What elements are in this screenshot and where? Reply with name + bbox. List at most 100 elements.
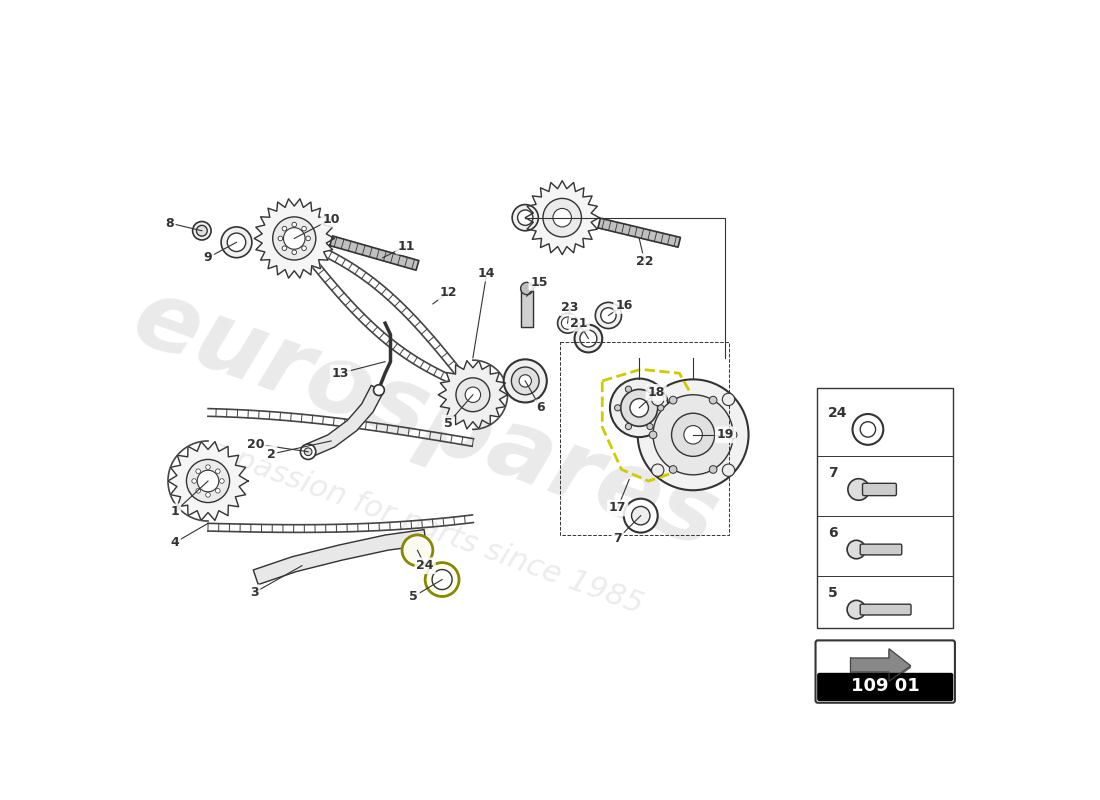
Circle shape [520, 282, 532, 294]
Circle shape [519, 374, 531, 387]
FancyBboxPatch shape [815, 640, 955, 702]
FancyBboxPatch shape [818, 674, 953, 701]
Text: 1: 1 [170, 506, 179, 518]
Polygon shape [598, 218, 681, 247]
Text: 5: 5 [828, 586, 837, 601]
Circle shape [631, 506, 650, 525]
Circle shape [301, 246, 307, 250]
Text: 8: 8 [165, 217, 174, 230]
Polygon shape [330, 236, 419, 270]
Circle shape [620, 390, 658, 426]
Text: 22: 22 [636, 255, 653, 268]
Circle shape [465, 387, 481, 402]
Text: 18: 18 [648, 386, 664, 399]
Circle shape [625, 386, 631, 392]
FancyBboxPatch shape [860, 544, 902, 555]
Circle shape [553, 209, 572, 227]
Circle shape [305, 448, 312, 455]
Circle shape [580, 330, 597, 347]
Circle shape [196, 469, 200, 474]
Polygon shape [254, 199, 334, 278]
Circle shape [278, 236, 283, 241]
Polygon shape [850, 650, 911, 682]
Text: 21: 21 [571, 317, 587, 330]
Text: 10: 10 [322, 213, 340, 226]
Circle shape [723, 394, 735, 406]
Circle shape [638, 379, 749, 490]
Text: 13: 13 [332, 366, 349, 380]
Circle shape [609, 378, 669, 437]
Text: 11: 11 [397, 240, 415, 253]
Circle shape [561, 317, 574, 330]
Text: 15: 15 [530, 276, 548, 289]
Text: eurospares: eurospares [120, 270, 730, 568]
Circle shape [647, 386, 653, 392]
Circle shape [615, 405, 620, 411]
Text: 17: 17 [609, 502, 626, 514]
Text: 2: 2 [267, 447, 275, 461]
Text: 23: 23 [561, 302, 579, 314]
Text: 109 01: 109 01 [851, 677, 920, 695]
Circle shape [710, 466, 717, 474]
Circle shape [306, 236, 310, 241]
Circle shape [860, 422, 876, 437]
Circle shape [671, 414, 715, 456]
Circle shape [402, 535, 432, 566]
Circle shape [651, 394, 664, 406]
Polygon shape [168, 442, 249, 521]
Circle shape [651, 464, 664, 476]
Circle shape [300, 444, 316, 459]
Circle shape [710, 396, 717, 404]
Circle shape [284, 228, 305, 250]
Circle shape [517, 210, 534, 226]
Polygon shape [253, 530, 426, 585]
Circle shape [684, 426, 703, 444]
Text: 4: 4 [170, 536, 179, 549]
Circle shape [852, 414, 883, 445]
Circle shape [192, 222, 211, 240]
Circle shape [206, 493, 210, 497]
Text: 12: 12 [440, 286, 456, 299]
Text: 6: 6 [828, 526, 837, 541]
Circle shape [216, 489, 220, 493]
Circle shape [432, 570, 452, 590]
Text: 6: 6 [537, 402, 544, 414]
Text: 3: 3 [250, 586, 258, 599]
Circle shape [669, 396, 676, 404]
Text: a passion for parts since 1985: a passion for parts since 1985 [204, 434, 647, 620]
Circle shape [847, 540, 866, 558]
Text: 24: 24 [417, 559, 433, 572]
FancyBboxPatch shape [860, 604, 911, 615]
Circle shape [206, 465, 210, 470]
Circle shape [292, 222, 297, 227]
Circle shape [197, 226, 207, 236]
Circle shape [425, 562, 459, 597]
Circle shape [216, 469, 220, 474]
Circle shape [504, 359, 547, 402]
Circle shape [301, 226, 307, 231]
Circle shape [647, 423, 653, 430]
Circle shape [513, 205, 538, 230]
Circle shape [848, 478, 869, 500]
Polygon shape [307, 386, 384, 457]
Text: 20: 20 [248, 438, 264, 450]
Circle shape [292, 250, 297, 254]
FancyBboxPatch shape [817, 388, 954, 628]
Circle shape [723, 464, 735, 476]
Circle shape [191, 478, 197, 483]
Circle shape [649, 431, 657, 438]
Circle shape [669, 466, 676, 474]
Circle shape [273, 217, 316, 260]
Polygon shape [850, 649, 911, 682]
Text: 7: 7 [828, 466, 837, 480]
Circle shape [282, 246, 287, 250]
Circle shape [196, 489, 200, 493]
FancyBboxPatch shape [862, 483, 896, 496]
Circle shape [455, 378, 490, 412]
Text: 9: 9 [204, 251, 212, 264]
Circle shape [220, 478, 224, 483]
Text: 5: 5 [409, 590, 418, 603]
Circle shape [847, 600, 866, 619]
Text: 16: 16 [615, 299, 632, 312]
Circle shape [595, 302, 621, 329]
